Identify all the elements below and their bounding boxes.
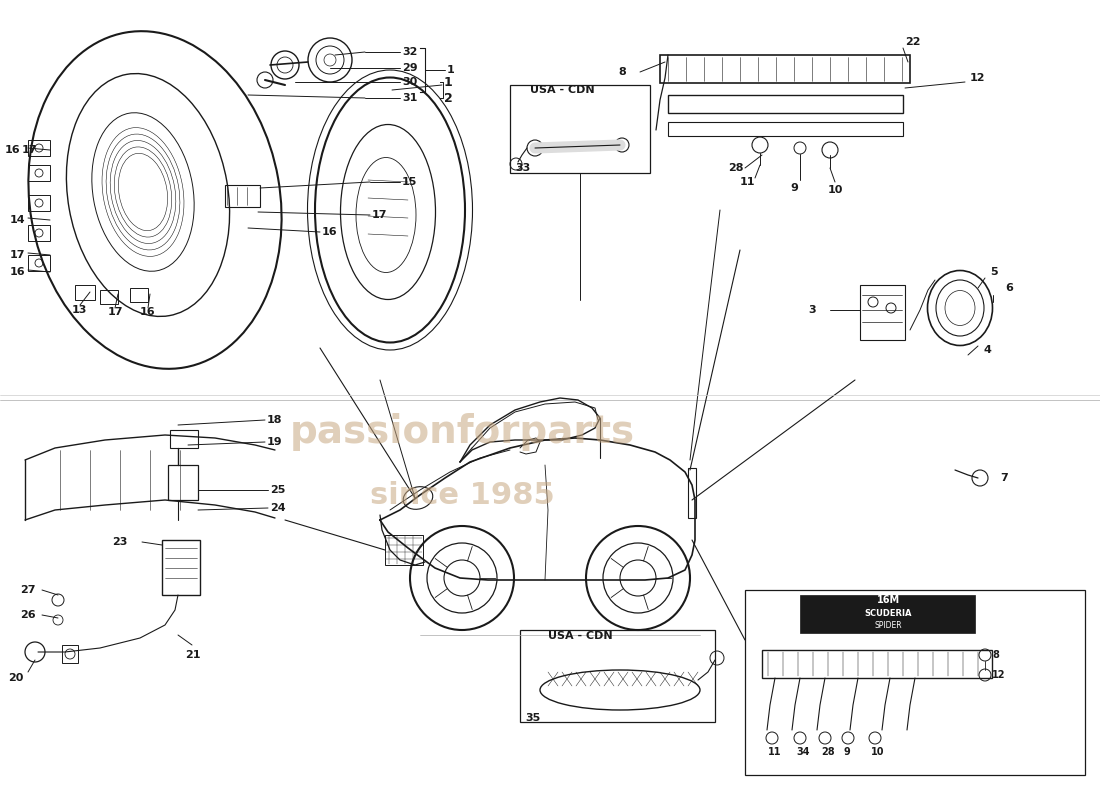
Bar	[745, 590, 1085, 775]
Text: SPIDER: SPIDER	[874, 622, 902, 630]
Bar	[130, 288, 148, 302]
Bar	[226, 185, 260, 207]
Text: 8: 8	[618, 67, 626, 77]
Text: 8: 8	[992, 650, 999, 660]
Text: 23: 23	[112, 537, 128, 547]
Text: 10: 10	[828, 185, 844, 195]
Text: 7: 7	[1000, 473, 1008, 483]
Bar	[100, 290, 118, 304]
Text: 26: 26	[20, 610, 35, 620]
Bar	[170, 430, 198, 448]
Bar	[28, 165, 50, 181]
Text: since 1985: since 1985	[370, 482, 554, 510]
Bar	[28, 225, 50, 241]
Text: 24: 24	[270, 503, 286, 513]
Bar	[75, 285, 95, 300]
Bar	[520, 630, 715, 722]
Text: 10: 10	[871, 747, 884, 757]
Bar	[688, 468, 696, 518]
Text: 9: 9	[844, 747, 850, 757]
Bar	[660, 55, 910, 83]
Text: 17: 17	[108, 307, 123, 317]
Text: 28: 28	[728, 163, 744, 173]
Text: 16: 16	[6, 145, 21, 155]
Text: 27: 27	[20, 585, 35, 595]
Text: 15: 15	[402, 177, 417, 187]
Text: 18: 18	[267, 415, 283, 425]
Bar	[162, 540, 200, 595]
Text: 34: 34	[796, 747, 810, 757]
Bar	[28, 195, 50, 211]
Text: 11: 11	[740, 177, 756, 187]
Text: 16M: 16M	[877, 595, 900, 605]
Text: 12: 12	[970, 73, 986, 83]
Text: 14: 14	[10, 215, 25, 225]
Text: 25: 25	[270, 485, 285, 495]
Text: 6: 6	[1005, 283, 1013, 293]
Text: 17: 17	[10, 250, 25, 260]
Text: 1: 1	[444, 75, 453, 89]
Text: 31: 31	[402, 93, 417, 103]
Text: SCUDERIA: SCUDERIA	[865, 610, 912, 618]
Text: 16: 16	[140, 307, 155, 317]
Bar	[28, 255, 50, 271]
Text: 19: 19	[267, 437, 283, 447]
Bar	[668, 95, 903, 113]
Text: 16: 16	[10, 267, 25, 277]
Text: USA - CDN: USA - CDN	[548, 631, 613, 641]
Bar	[762, 650, 992, 678]
Text: 33: 33	[515, 163, 530, 173]
Text: passionforparts: passionforparts	[289, 413, 635, 451]
Text: 4: 4	[983, 345, 991, 355]
Text: 35: 35	[525, 713, 540, 723]
Text: 11: 11	[768, 747, 781, 757]
Text: 20: 20	[8, 673, 23, 683]
Text: 30: 30	[402, 77, 417, 87]
Bar	[28, 140, 50, 156]
Bar	[860, 285, 905, 340]
Text: 17: 17	[372, 210, 387, 220]
Bar	[510, 85, 650, 173]
Bar	[800, 595, 975, 633]
Text: 22: 22	[905, 37, 921, 47]
Text: USA - CDN: USA - CDN	[530, 85, 595, 95]
Text: 9: 9	[790, 183, 798, 193]
Text: 29: 29	[402, 63, 418, 73]
Bar	[168, 465, 198, 500]
Bar	[62, 645, 78, 663]
Text: 17: 17	[22, 145, 37, 155]
Text: 5: 5	[990, 267, 998, 277]
Text: 13: 13	[72, 305, 87, 315]
Bar	[385, 535, 424, 565]
Text: 28: 28	[821, 747, 835, 757]
Text: 3: 3	[808, 305, 815, 315]
Bar	[668, 122, 903, 136]
Text: 21: 21	[185, 650, 200, 660]
Text: 1: 1	[447, 65, 454, 75]
Text: 12: 12	[992, 670, 1005, 680]
Text: 16: 16	[322, 227, 338, 237]
Text: 32: 32	[402, 47, 417, 57]
Text: 2: 2	[444, 91, 453, 105]
